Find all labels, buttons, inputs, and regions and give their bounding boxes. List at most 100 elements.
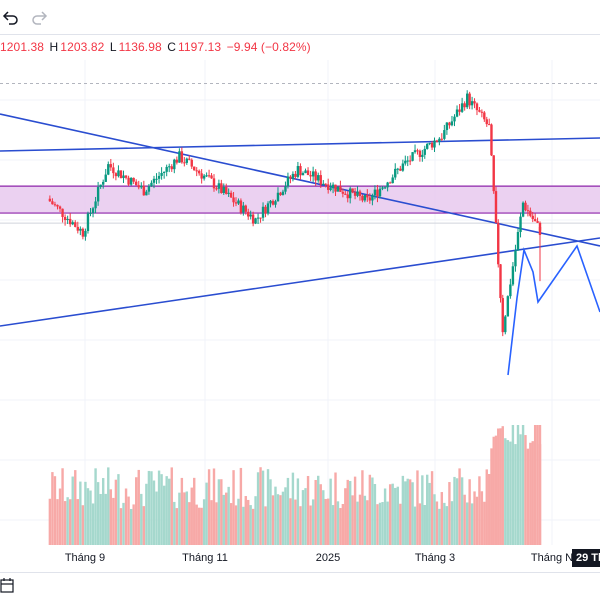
- candle-body: [53, 204, 57, 206]
- candle-body: [538, 227, 542, 231]
- candle-body: [289, 176, 292, 179]
- candle-body: [331, 184, 335, 189]
- candle-body: [94, 201, 97, 209]
- volume-bar: [531, 441, 534, 545]
- candle-body: [266, 203, 270, 214]
- volume-bar: [428, 482, 431, 545]
- volume-bar: [259, 467, 262, 545]
- volume-bar: [329, 478, 332, 545]
- candle-body: [56, 204, 59, 207]
- calendar-icon[interactable]: [0, 577, 14, 593]
- candle-body: [470, 101, 474, 106]
- volume-bar: [460, 477, 464, 545]
- redo-icon[interactable]: [28, 6, 50, 28]
- candle-body: [86, 213, 90, 231]
- volume-bar: [317, 475, 320, 545]
- candle-body: [170, 166, 173, 170]
- volume-bar: [150, 471, 153, 545]
- forecast-path[interactable]: [507, 244, 600, 376]
- candle-body: [363, 194, 367, 201]
- candle-body: [381, 187, 384, 189]
- volume-bar: [160, 474, 163, 545]
- candle-body: [152, 178, 156, 183]
- candle-body: [291, 173, 295, 179]
- volume-bar: [170, 467, 173, 545]
- volume-bar: [376, 504, 379, 545]
- volume-bar: [81, 505, 85, 545]
- candle-body: [299, 166, 302, 176]
- volume-bar: [334, 472, 337, 545]
- candle-body: [162, 171, 166, 173]
- volume-bar: [455, 478, 459, 545]
- candle-body: [366, 194, 369, 198]
- candle-body: [413, 150, 417, 153]
- volume-bar: [251, 508, 255, 545]
- candle-body: [202, 175, 206, 179]
- trendline: [0, 237, 600, 327]
- volume-bar: [215, 502, 218, 545]
- candle-body: [104, 174, 107, 182]
- candle-body: [217, 183, 221, 189]
- undo-icon[interactable]: [0, 6, 22, 28]
- candle-body: [336, 186, 340, 192]
- price-chart[interactable]: [0, 60, 600, 546]
- volume-bar: [519, 434, 522, 545]
- candle-body: [488, 124, 491, 126]
- candle-body: [473, 101, 476, 104]
- candle-body: [509, 284, 512, 297]
- candle-body: [66, 218, 69, 221]
- candle-body: [411, 152, 414, 161]
- volume-bar: [205, 482, 208, 545]
- candle-body: [286, 176, 290, 187]
- volume-bar: [180, 477, 184, 545]
- volume-bar: [227, 486, 230, 545]
- candle-body: [351, 188, 354, 193]
- volume-bars: [48, 425, 542, 545]
- candle-body: [368, 197, 372, 201]
- candle-body: [322, 183, 325, 185]
- volume-bar: [101, 478, 105, 545]
- volume-bar: [421, 475, 424, 545]
- x-axis: Tháng 9 Tháng 11 2025 Tháng 3 Tháng N: [0, 546, 600, 570]
- volume-bar: [423, 504, 426, 545]
- volume-bar: [193, 477, 196, 545]
- volume-bar: [368, 474, 372, 545]
- volume-bar: [254, 496, 257, 545]
- bottom-bar: [0, 572, 600, 601]
- volume-bar: [207, 469, 211, 545]
- volume-bar: [74, 470, 77, 545]
- volume-bar: [165, 476, 168, 545]
- volume-bar: [152, 480, 156, 545]
- volume-bar: [76, 499, 80, 545]
- candle-body: [190, 159, 193, 167]
- candle-body: [306, 170, 310, 176]
- volume-bar: [107, 467, 110, 545]
- candle-body: [501, 298, 504, 333]
- candle-body: [445, 122, 449, 131]
- candle-body: [117, 170, 120, 177]
- candle-body: [239, 200, 243, 213]
- volume-bar: [358, 494, 362, 545]
- candle-body: [58, 206, 62, 209]
- candle-body: [269, 200, 272, 204]
- volume-bar: [195, 504, 198, 545]
- x-tick-label: Tháng 11: [182, 552, 228, 564]
- volume-bar: [129, 508, 133, 545]
- drawn-lines[interactable]: [0, 83, 600, 327]
- volume-bar: [394, 487, 397, 545]
- candle-body: [281, 191, 285, 196]
- volume-bar: [386, 501, 389, 545]
- candle-body: [478, 110, 481, 112]
- candle-body: [173, 159, 176, 170]
- candle-body: [416, 150, 419, 152]
- volume-bar: [109, 489, 113, 545]
- candle-body: [391, 177, 394, 184]
- candle-body: [339, 186, 342, 192]
- volume-bar: [63, 501, 67, 545]
- volume-bar: [256, 472, 260, 545]
- candle-body: [124, 175, 128, 178]
- volume-bar: [237, 498, 240, 545]
- volume-bar: [140, 493, 143, 545]
- candle-body: [406, 160, 409, 162]
- candle-body: [84, 230, 87, 237]
